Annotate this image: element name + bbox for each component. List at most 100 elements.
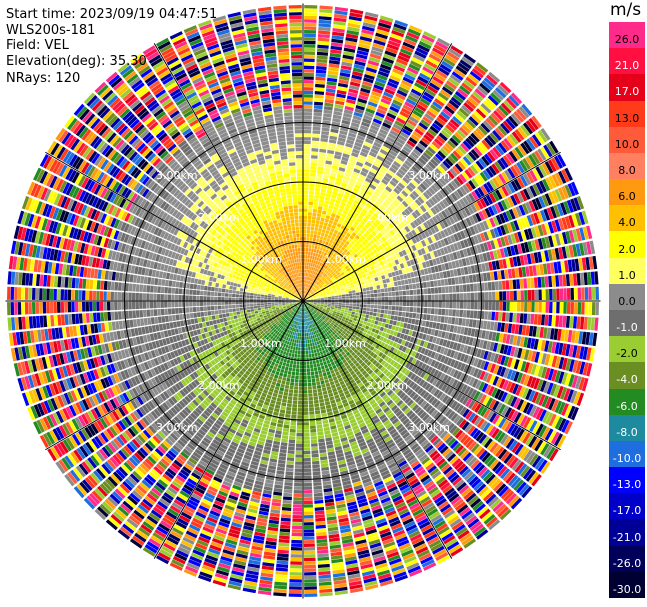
velocity-gate xyxy=(443,83,456,93)
velocity-gate xyxy=(390,282,395,287)
velocity-gate xyxy=(311,151,319,156)
velocity-gate xyxy=(309,297,314,300)
velocity-gate xyxy=(391,147,400,154)
velocity-gate xyxy=(345,245,351,251)
velocity-gate xyxy=(545,301,550,313)
velocity-gate xyxy=(401,45,414,53)
velocity-gate xyxy=(313,198,319,203)
velocity-gate xyxy=(332,28,345,33)
velocity-gate xyxy=(305,276,307,280)
velocity-gate xyxy=(399,83,411,91)
velocity-gate xyxy=(323,284,327,288)
velocity-gate xyxy=(468,180,476,190)
velocity-gate xyxy=(305,347,308,351)
velocity-gate xyxy=(369,251,375,257)
velocity-gate xyxy=(320,409,327,414)
velocity-gate xyxy=(448,285,453,293)
velocity-gate xyxy=(465,153,475,164)
velocity-gate xyxy=(303,454,311,458)
velocity-gate xyxy=(330,256,335,261)
velocity-gate xyxy=(304,19,317,23)
velocity-gate xyxy=(352,303,357,307)
velocity-gate xyxy=(304,325,306,330)
velocity-gate xyxy=(457,88,469,98)
velocity-gate xyxy=(587,317,592,331)
velocity-gate xyxy=(513,301,517,312)
velocity-gate xyxy=(425,274,430,281)
velocity-gate xyxy=(327,146,335,151)
velocity-gate xyxy=(422,151,432,160)
velocity-gate xyxy=(383,142,392,150)
velocity-gate xyxy=(418,215,426,223)
velocity-gate xyxy=(330,213,336,218)
velocity-gate xyxy=(379,260,385,266)
velocity-gate xyxy=(387,310,392,315)
velocity-gate xyxy=(391,291,396,296)
velocity-gate xyxy=(358,154,367,161)
velocity-gate xyxy=(303,447,311,451)
velocity-gate xyxy=(304,579,317,583)
velocity-gate xyxy=(369,323,374,328)
velocity-gate xyxy=(365,138,374,145)
velocity-gate xyxy=(392,68,404,76)
velocity-gate xyxy=(364,15,378,22)
velocity-gate xyxy=(305,247,309,252)
velocity-gate xyxy=(370,319,376,324)
velocity-gate xyxy=(529,213,537,226)
velocity-gate xyxy=(518,106,530,119)
velocity-gate xyxy=(456,241,463,250)
velocity-gate xyxy=(376,197,384,204)
velocity-gate xyxy=(309,176,316,181)
velocity-gate xyxy=(581,210,589,225)
velocity-gate xyxy=(326,282,330,286)
velocity-gate xyxy=(330,292,335,295)
velocity-gate xyxy=(472,91,484,102)
velocity-gate xyxy=(523,254,529,265)
velocity-gate xyxy=(499,213,506,224)
velocity-gate xyxy=(303,237,307,241)
velocity-gate xyxy=(334,270,339,274)
velocity-gate xyxy=(318,283,322,287)
velocity-gate xyxy=(359,36,373,43)
velocity-gate xyxy=(421,213,429,221)
velocity-gate xyxy=(308,332,311,336)
velocity-gate xyxy=(331,165,339,170)
velocity-gate xyxy=(351,118,361,125)
velocity-gate xyxy=(310,169,317,174)
velocity-gate xyxy=(451,277,456,285)
velocity-gate xyxy=(374,36,387,43)
velocity-gate xyxy=(459,284,464,293)
velocity-gate xyxy=(370,124,380,132)
velocity-gate xyxy=(325,276,330,280)
velocity-gate xyxy=(378,280,383,285)
velocity-gate xyxy=(342,116,352,122)
velocity-gate xyxy=(322,289,326,293)
velocity-gate xyxy=(338,304,342,307)
velocity-gate xyxy=(368,56,381,64)
velocity-gate xyxy=(541,162,551,176)
velocity-gate xyxy=(310,281,313,286)
velocity-gate xyxy=(405,284,410,290)
velocity-gate xyxy=(347,162,355,168)
velocity-gate xyxy=(314,191,320,196)
velocity-gate xyxy=(303,294,305,298)
velocity-gate xyxy=(398,311,403,317)
velocity-gate xyxy=(343,248,348,254)
velocity-gate xyxy=(398,51,411,60)
velocity-gate xyxy=(365,311,370,315)
velocity-gate xyxy=(433,280,438,287)
velocity-gate xyxy=(544,161,554,174)
velocity-gate xyxy=(320,217,325,222)
velocity-gate xyxy=(354,286,359,290)
velocity-gate xyxy=(381,292,385,297)
velocity-gate xyxy=(406,301,410,307)
velocity-gate xyxy=(484,137,494,148)
velocity-gate xyxy=(544,276,549,288)
velocity-gate xyxy=(317,391,323,396)
velocity-gate xyxy=(319,262,323,266)
velocity-gate xyxy=(351,232,357,237)
velocity-gate xyxy=(347,313,351,317)
velocity-gate xyxy=(328,263,332,268)
velocity-gate xyxy=(314,271,318,276)
velocity-gate xyxy=(334,276,339,280)
